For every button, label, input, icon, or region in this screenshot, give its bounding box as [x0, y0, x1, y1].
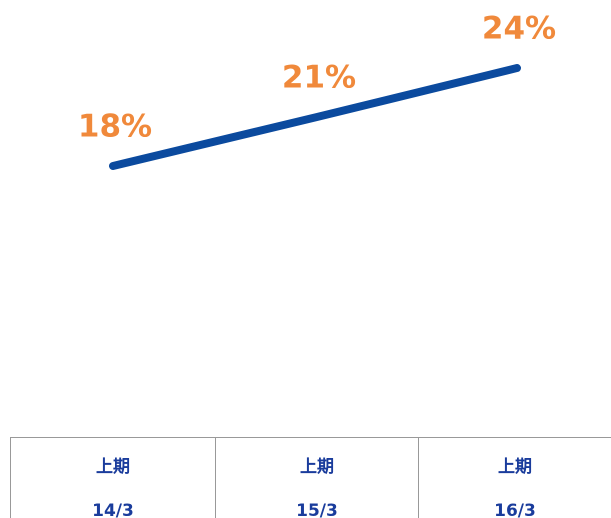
- category-label: 15/3: [296, 501, 338, 518]
- category-label: 上期: [96, 457, 130, 477]
- line: [109, 64, 521, 170]
- category-label: 上期: [498, 457, 532, 477]
- value-label: 24%: [482, 11, 556, 47]
- value-label: 18%: [78, 109, 152, 145]
- category-label: 上期: [300, 457, 334, 477]
- value-label: 21%: [282, 60, 356, 96]
- category-label: 14/3: [92, 501, 134, 518]
- category-label: 16/3: [494, 501, 536, 518]
